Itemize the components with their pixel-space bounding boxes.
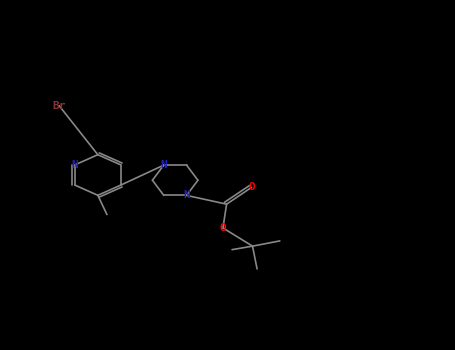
Text: O: O [248,182,255,192]
Text: N: N [183,190,190,201]
Text: N: N [71,160,78,170]
Text: N: N [161,160,167,170]
Text: O: O [220,223,226,233]
Text: Br: Br [52,101,66,111]
